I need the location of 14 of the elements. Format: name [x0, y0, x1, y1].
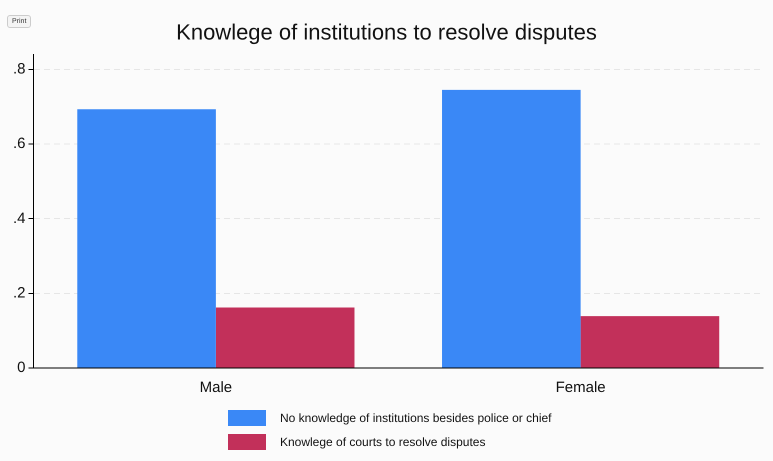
y-tick-label: .6	[12, 135, 26, 152]
x-tick-label: Female	[556, 379, 606, 396]
bar	[216, 308, 354, 368]
legend-label: No knowledge of institutions besides police or chief	[280, 411, 552, 425]
y-tick-label: .8	[12, 60, 26, 78]
y-tick-label: 0	[17, 359, 26, 376]
x-tick-label: Male	[200, 379, 232, 396]
bar	[442, 90, 581, 368]
y-tick-label: .2	[12, 284, 26, 302]
bar	[77, 109, 216, 368]
bar	[580, 316, 720, 368]
chart-title: Knowlege of institutions to resolve disputes	[176, 19, 597, 44]
y-tick-label: .4	[12, 210, 26, 227]
legend-label: Knowlege of courts to resolve disputes	[280, 435, 486, 449]
